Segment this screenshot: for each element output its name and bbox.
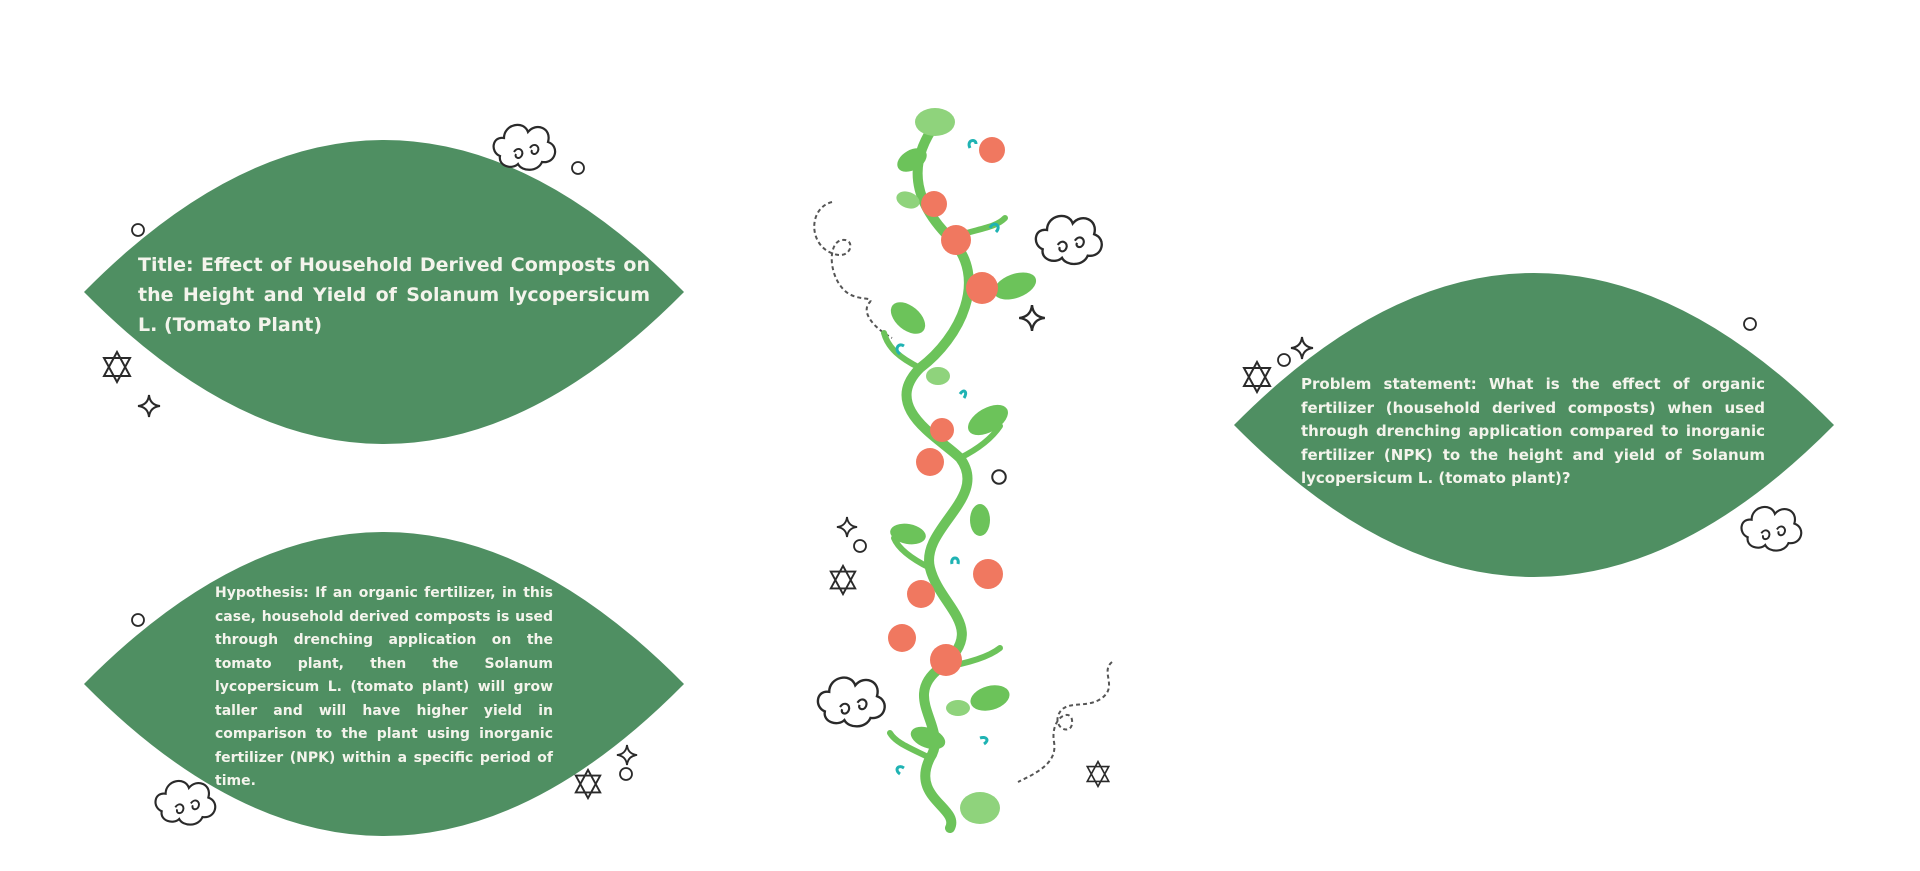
circle-doodle-icon: [571, 161, 585, 175]
sparkle-doodle-icon: [137, 394, 161, 418]
sparkle-doodle-icon: [1290, 336, 1314, 360]
star-doodle-icon: [574, 767, 602, 801]
tomato-vine-illustration: [881, 108, 1037, 833]
problem-text: Problem statement: What is the effect of…: [1301, 375, 1765, 487]
title-leaf-card: [84, 140, 684, 444]
swirl-doodle-icon: [1017, 661, 1113, 783]
cloud-doodle-icon: [1034, 214, 1103, 266]
cloud-doodle-icon: [1740, 505, 1803, 552]
hypothesis-text: Hypothesis: If an organic fertilizer, in…: [215, 585, 553, 789]
circle-doodle-icon: [619, 767, 633, 781]
cloud-doodle-icon: [492, 123, 557, 171]
sparkle-doodle-icon: [836, 516, 858, 538]
circle-doodle-icon: [853, 539, 867, 553]
circle-doodle-icon: [1277, 353, 1291, 367]
circle-doodle-icon: [131, 223, 145, 237]
sparkle-doodle-icon: [616, 744, 638, 766]
problem-leaf-card: [1234, 273, 1834, 577]
cloud-doodle-icon: [816, 676, 886, 728]
circle-doodle-icon: [1743, 317, 1757, 331]
star-doodle-icon: [1085, 759, 1111, 789]
star-doodle-icon: [829, 563, 857, 597]
title-text: Title: Effect of Household Derived Compo…: [138, 254, 650, 336]
circle-doodle-icon: [131, 613, 145, 627]
star-doodle-icon: [1242, 359, 1272, 395]
swirl-doodle-icon: [813, 201, 893, 339]
star-doodle-icon: [102, 349, 132, 385]
circle-doodle-icon: [991, 469, 1007, 485]
cloud-doodle-icon: [154, 779, 217, 826]
sparkle-doodle-icon: [1018, 304, 1046, 332]
hypothesis-leaf-card: [84, 532, 684, 836]
